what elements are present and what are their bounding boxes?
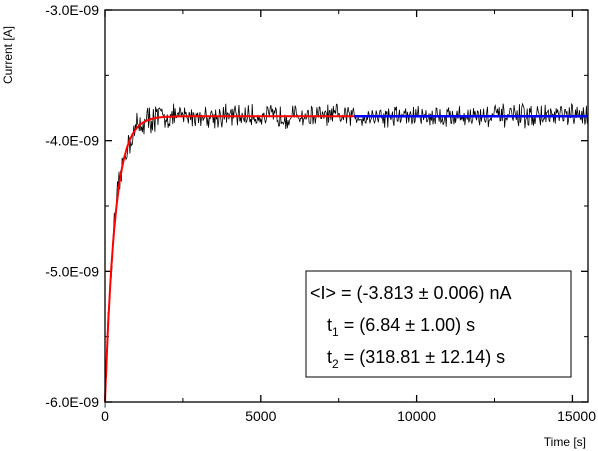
x-tick-label: 0 (101, 408, 109, 424)
x-tick-label: 10000 (397, 408, 436, 424)
annotation-box: <I> = (-3.813 ± 0.006) nA t1 = (6.84 ± 1… (305, 270, 572, 378)
y-tick-label: -3.0E-09 (45, 2, 99, 18)
y-tick-label: -5.0E-09 (45, 263, 99, 279)
y-tick-label: -6.0E-09 (45, 394, 99, 410)
y-tick-label: -4.0E-09 (45, 133, 99, 149)
x-axis-title: Time [s] (544, 435, 586, 449)
series-fit-line (104, 115, 355, 403)
annotation-frame (305, 270, 572, 378)
y-axis-title: Current [A] (1, 26, 15, 84)
plot-frame (104, 9, 589, 403)
annotation-t2: t2 = (318.81 ± 12.14) s (327, 347, 505, 371)
x-tick-label: 15000 (557, 408, 596, 424)
annotation-mean-current: <I> = (-3.813 ± 0.006) nA (310, 283, 512, 303)
annotation-t1: t1 = (6.84 ± 1.00) s (327, 315, 475, 339)
x-tick-label: 5000 (245, 408, 276, 424)
